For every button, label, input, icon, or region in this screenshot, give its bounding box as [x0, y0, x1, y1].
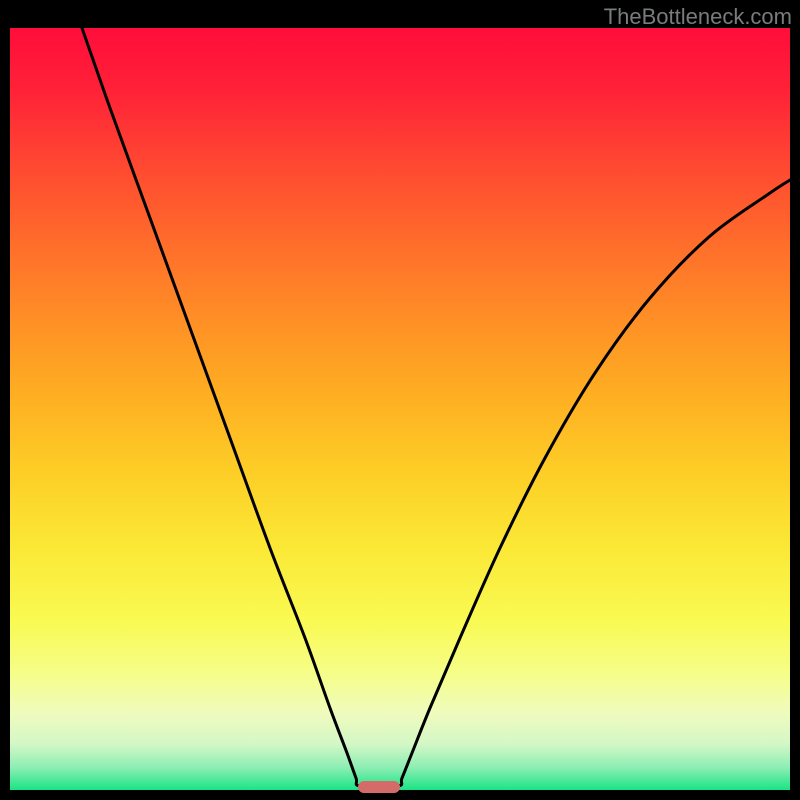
watermark-text: TheBottleneck.com	[604, 4, 792, 30]
optimal-marker	[358, 781, 400, 793]
chart-svg	[0, 0, 800, 800]
bottleneck-chart: TheBottleneck.com	[0, 0, 800, 800]
plot-background	[10, 28, 790, 790]
